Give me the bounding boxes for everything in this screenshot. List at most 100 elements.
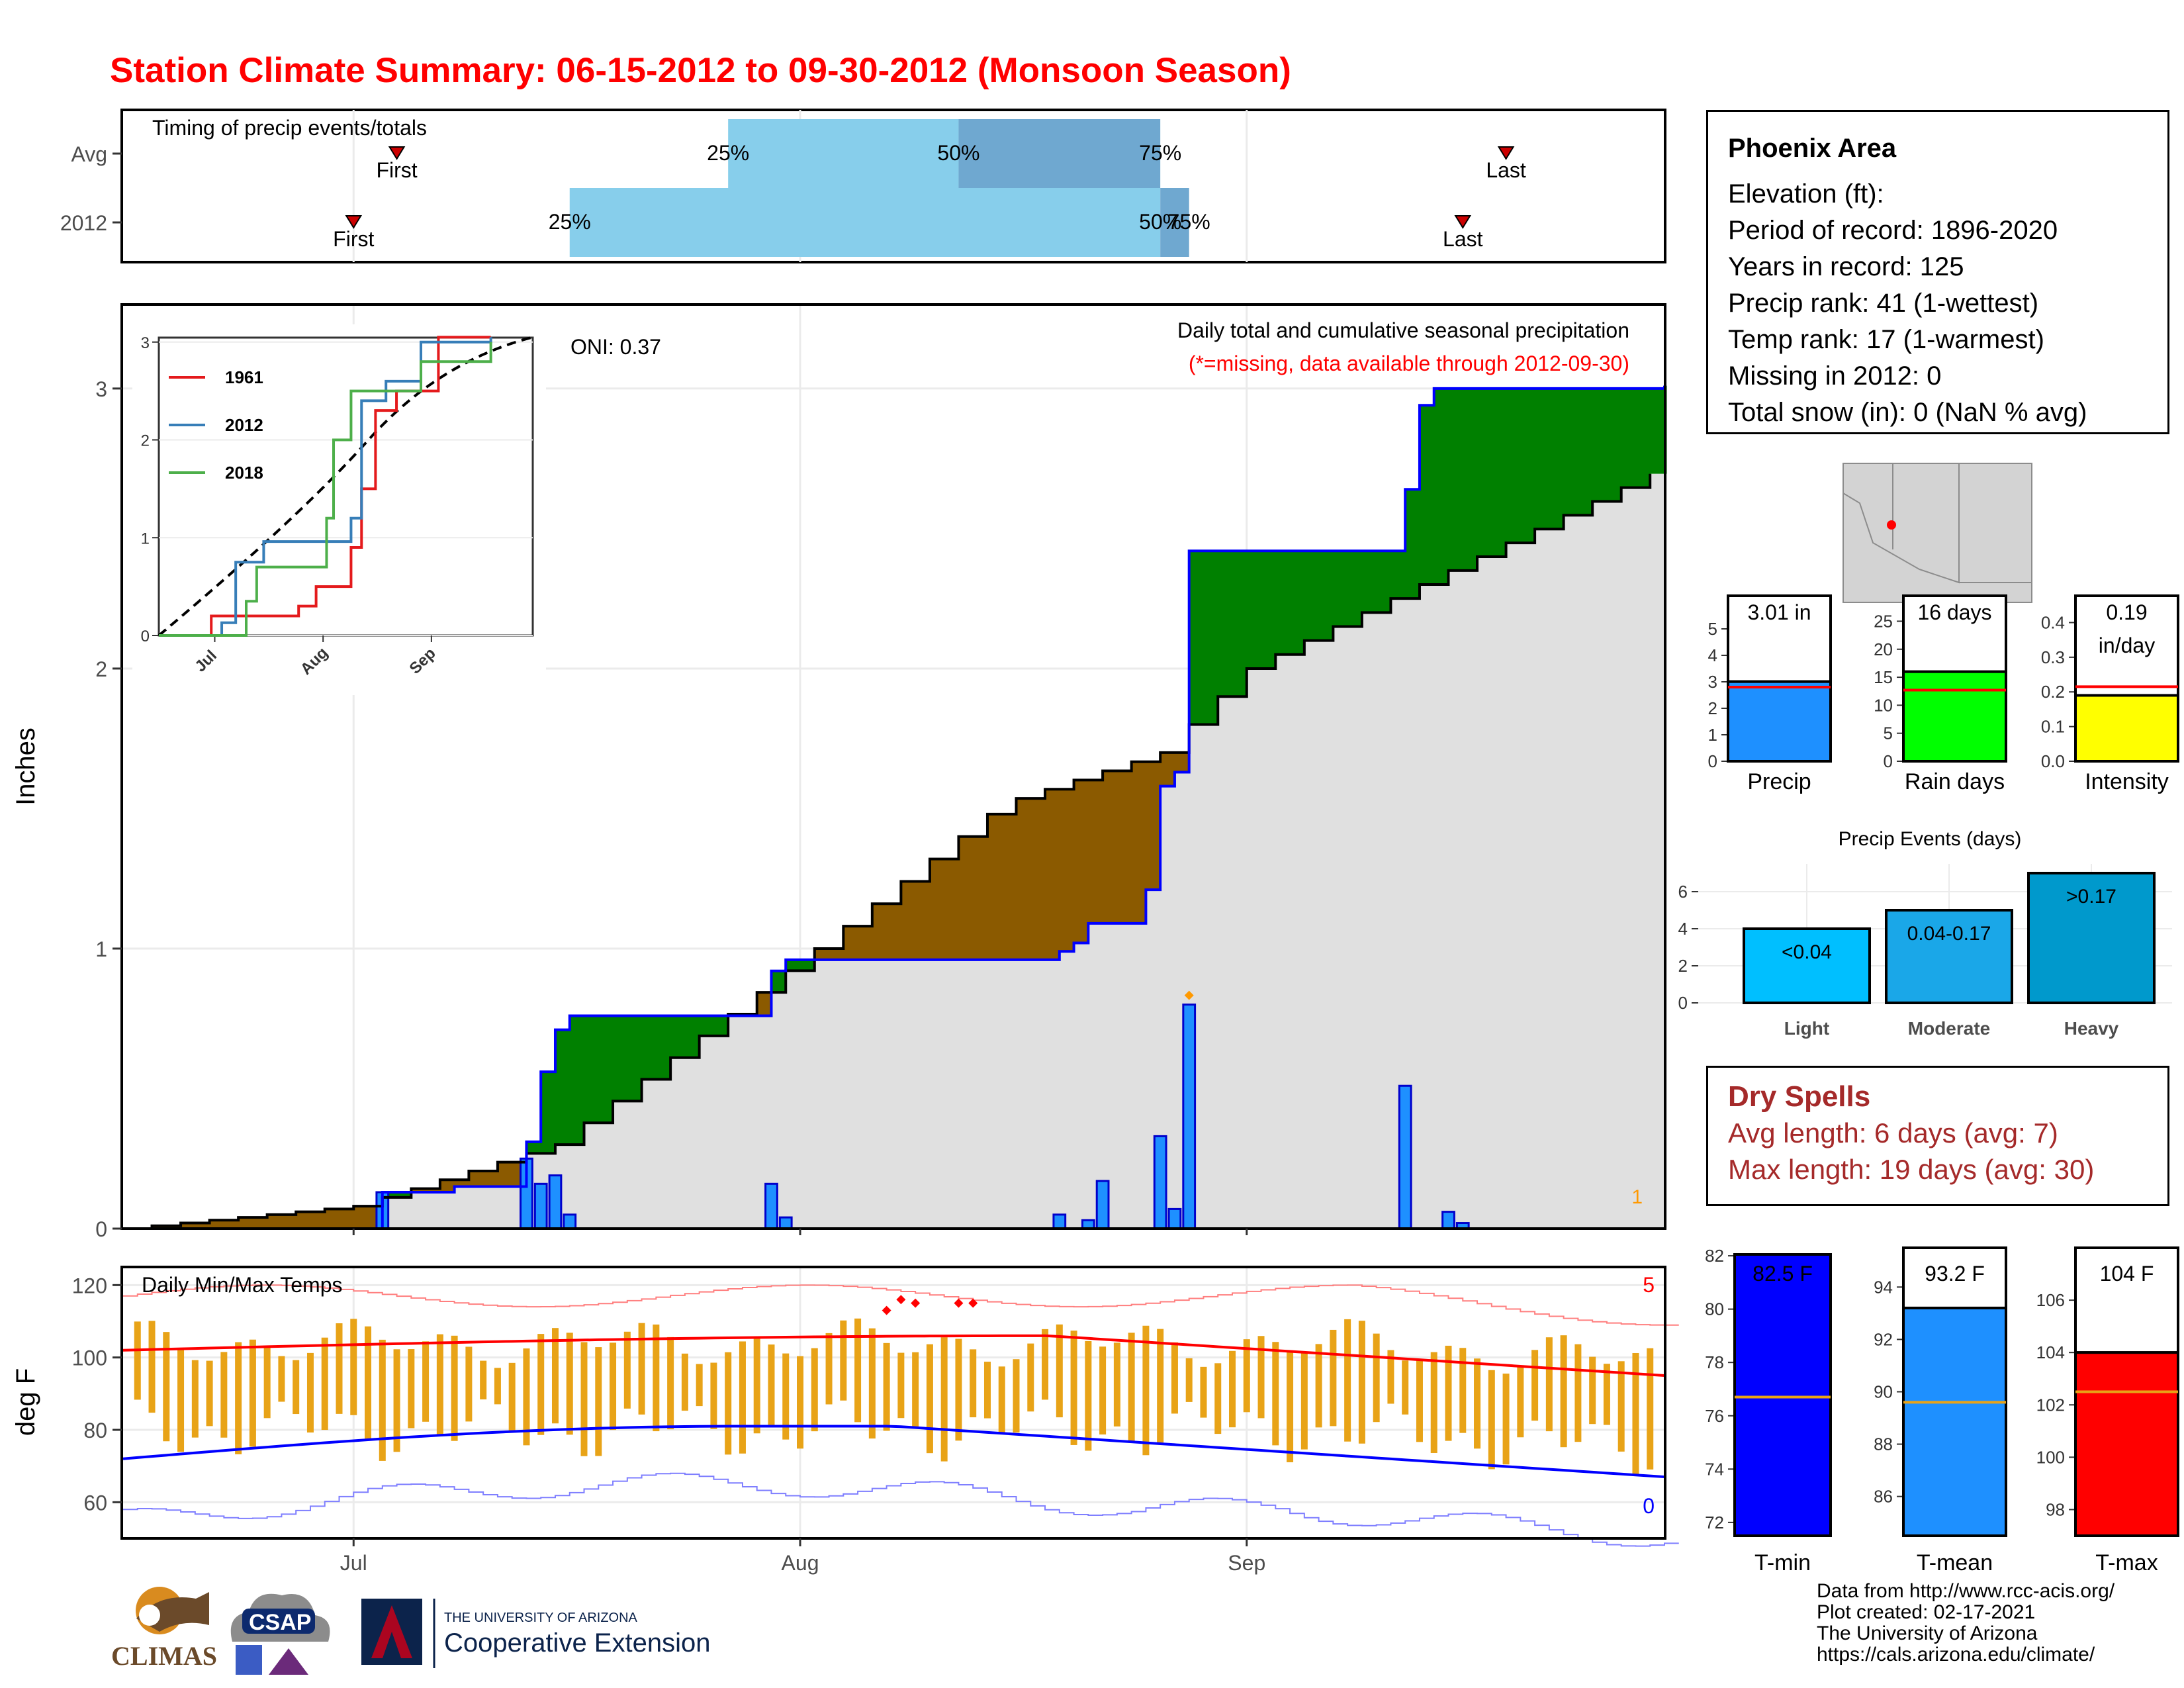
above-avg-fill [1410,489,1413,599]
temp-ytick-label: 120 [72,1274,107,1297]
below-avg-fill [917,881,921,960]
gray-fill [949,959,952,1229]
above-avg-fill [621,1015,624,1102]
gray-fill [864,959,868,1229]
below-avg-fill [187,1223,190,1229]
below-avg-fill [443,1180,447,1193]
below-avg-fill [1028,798,1032,960]
daily-temp-bar [1200,1366,1207,1418]
below-avg-fill [1105,771,1109,923]
temp-ytick-label: 100 [72,1346,107,1370]
above-avg-fill [1354,551,1357,627]
above-avg-fill [555,1029,558,1145]
gray-fill [1468,570,1471,1229]
daily-temp-bar [551,1328,559,1424]
above-avg-fill [719,1015,722,1036]
above-avg-fill [809,959,812,971]
above-avg-fill [1306,551,1310,641]
summary-ytick-label: 1 [1708,725,1717,745]
gray-fill [1404,598,1408,1229]
below-avg-fill [1021,798,1024,960]
gray-fill [608,1123,611,1229]
gray-fill [751,1015,754,1229]
below-avg-fill [279,1214,283,1229]
below-avg-fill [841,948,844,960]
daily-temp-bar [177,1348,185,1452]
below-avg-fill [293,1214,296,1229]
gray-fill [1187,772,1191,1229]
gray-fill [1492,557,1495,1229]
below-avg-fill [862,926,865,960]
temp-count-bottom: 0 [1643,1494,1655,1518]
gray-fill [1391,598,1394,1229]
below-avg-fill [412,1188,415,1193]
above-avg-fill [1407,489,1410,599]
gray-fill [960,959,963,1229]
info-line: Temp rank: 17 (1-warmest) [1728,325,2044,354]
above-avg-fill [557,1029,561,1145]
gray-fill [1116,923,1119,1229]
timing-label-25: 25% [549,210,591,234]
temp-summary-ytick-label: 88 [1874,1434,1893,1454]
above-avg-fill [615,1015,619,1102]
gray-fill [576,1145,579,1229]
summary-ytick-label: 20 [1874,639,1893,659]
daily-temp-bar [249,1339,256,1447]
summary-bar [2074,694,2179,763]
gray-fill [1240,696,1244,1229]
above-avg-fill [1500,388,1503,557]
above-avg-fill [584,1015,587,1123]
above-avg-fill [655,1015,659,1080]
gray-fill [917,959,921,1229]
gray-fill [1100,923,1103,1229]
daily-temp-bar [148,1321,156,1413]
gray-fill [1621,487,1625,1229]
gray-fill [1359,626,1363,1229]
below-avg-fill [250,1217,253,1229]
events-xtick-label: Moderate [1908,1018,1990,1039]
above-avg-fill [1579,388,1582,516]
below-avg-fill [269,1214,272,1229]
below-avg-fill [488,1170,492,1187]
gray-fill [1010,959,1013,1229]
below-avg-fill [277,1214,280,1229]
daily-temp-bar [408,1349,415,1429]
gray-fill [854,959,857,1229]
above-avg-fill [1624,388,1627,488]
above-avg-fill [1571,388,1574,516]
above-avg-fill [1396,551,1400,599]
gray-fill [578,1145,582,1229]
below-avg-fill [925,881,929,960]
summary-bar-label: Rain days [1905,769,2005,794]
gray-fill [867,959,870,1229]
main-frame [120,303,1666,1230]
below-avg-fill [872,904,876,960]
above-avg-fill [1621,388,1625,488]
gray-fill [952,959,955,1229]
gray-fill [1584,515,1588,1229]
gray-fill [518,1186,521,1229]
gray-fill [615,1101,619,1229]
above-avg-fill [401,1192,404,1197]
gray-fill [1118,923,1122,1229]
gray-fill [901,959,905,1229]
events-ytick-label: 4 [1678,919,1688,939]
gray-fill [409,1197,412,1229]
gray-fill [1510,543,1514,1229]
dry-spells-box: Dry Spells Avg length: 6 days (avg: 7) M… [1706,1066,2169,1206]
gray-fill [1322,640,1326,1229]
gray-fill [920,959,923,1229]
gray-fill [793,970,796,1229]
gray-fill [1441,585,1445,1229]
gray-fill [1163,786,1167,1229]
daily-temp-bar [926,1344,933,1454]
gray-fill [1563,515,1567,1229]
gray-fill [1277,654,1281,1229]
gray-fill [1063,951,1066,1229]
events-ytick-label: 6 [1678,882,1688,902]
above-avg-fill [650,1015,653,1080]
below-avg-fill [303,1211,306,1229]
gray-fill [1624,487,1627,1229]
gray-fill [719,1035,722,1229]
below-avg-fill [263,1217,267,1229]
